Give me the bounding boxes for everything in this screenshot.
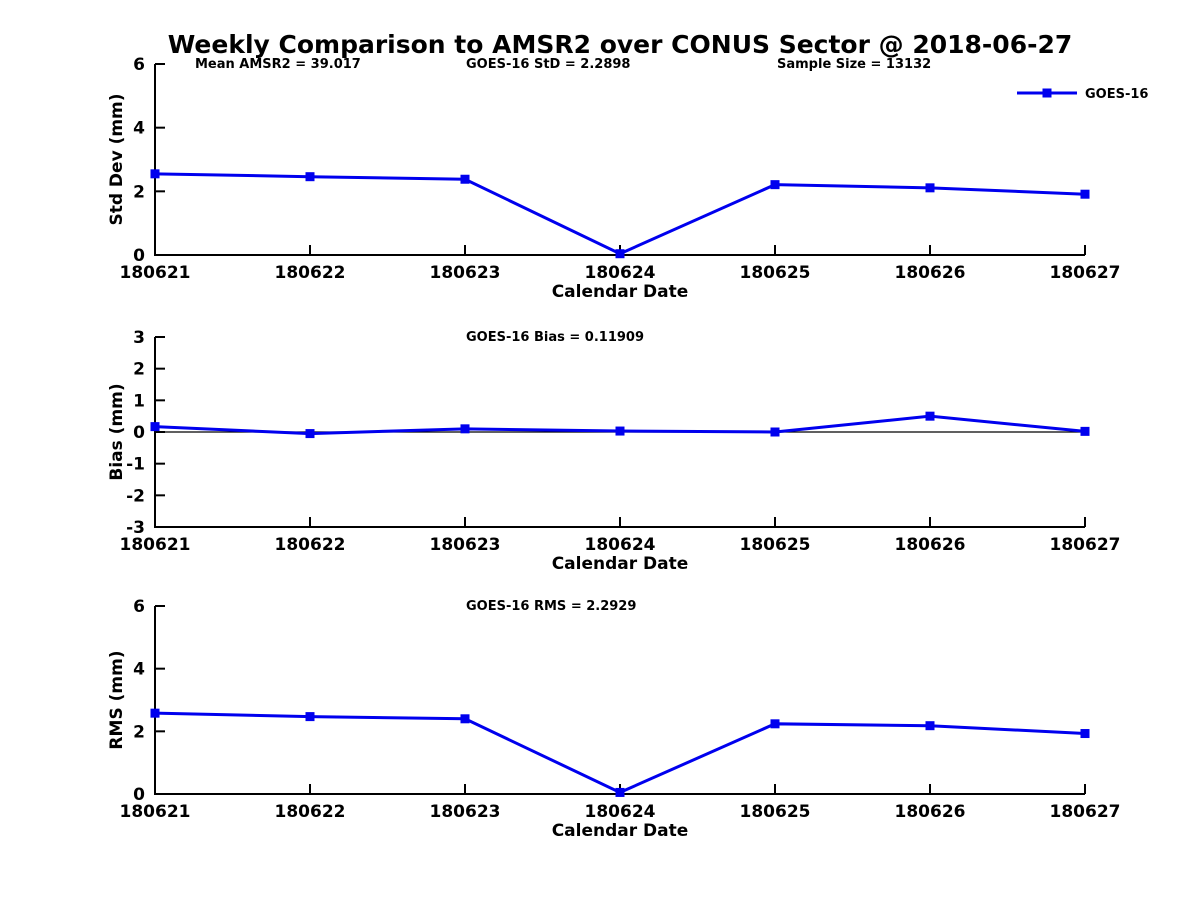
- y-tick-label: 4: [133, 119, 145, 139]
- axis-frame: [154, 64, 1085, 256]
- y-axis-title: Std Dev (mm): [107, 93, 127, 225]
- y-tick-label: 0: [133, 785, 145, 805]
- data-point-marker: [460, 714, 470, 724]
- x-tick-label: 180622: [275, 263, 346, 283]
- legend-label: GOES-16: [1085, 87, 1148, 102]
- x-axis-title: Calendar Date: [552, 821, 689, 841]
- y-tick-label: 1: [133, 391, 145, 411]
- chart-bias: 180621 180622 180623 180624 180625 180626 1806…: [107, 328, 1120, 574]
- x-tick-label: 180627: [1050, 802, 1121, 822]
- data-point-marker: [150, 422, 160, 432]
- x-tick-label: 180622: [275, 802, 346, 822]
- data-point-marker: [925, 411, 935, 421]
- data-point-marker: [1080, 729, 1090, 739]
- x-tick-label: 180627: [1050, 535, 1121, 555]
- y-axis-title: Bias (mm): [107, 383, 127, 480]
- axis-frame: [154, 606, 1085, 795]
- legend-marker: [1042, 88, 1052, 98]
- data-point-marker: [460, 174, 470, 184]
- annotation: Mean AMSR2 = 39.017: [195, 57, 361, 72]
- legend: GOES-16: [1017, 87, 1148, 102]
- data-point-marker: [925, 183, 935, 193]
- x-tick-label: 180624: [585, 802, 656, 822]
- data-point-marker: [615, 426, 625, 436]
- x-tick-label: 180625: [740, 535, 811, 555]
- y-tick-label: 6: [133, 55, 145, 75]
- data-point-marker: [925, 721, 935, 731]
- y-tick-label: -1: [126, 455, 145, 475]
- x-tick-label: 180626: [895, 535, 966, 555]
- y-tick-label: 0: [133, 246, 145, 266]
- data-point-marker: [150, 169, 160, 179]
- chart-std-dev: 180621 180622 180623 180624 180625 180626 1806…: [107, 55, 1148, 302]
- x-tick-label: 180625: [740, 802, 811, 822]
- chart-rms: 180621 180622 180623 180624 180625 180626 1806…: [107, 597, 1120, 841]
- x-tick-label: 180623: [430, 535, 501, 555]
- y-tick-label: 2: [133, 182, 145, 202]
- x-tick-label: 180622: [275, 535, 346, 555]
- annotation: GOES-16 StD = 2.2898: [466, 57, 630, 72]
- x-tick-label: 180627: [1050, 263, 1121, 283]
- x-tick-label: 180621: [120, 535, 191, 555]
- x-tick-label: 180623: [430, 263, 501, 283]
- x-tick-label: 180621: [120, 263, 191, 283]
- data-point-marker: [770, 180, 780, 190]
- x-tick-label: 180623: [430, 802, 501, 822]
- x-tick-label: 180625: [740, 263, 811, 283]
- series-line: [154, 711, 1086, 795]
- x-tick-label: 180624: [585, 535, 656, 555]
- data-point-marker: [615, 787, 625, 797]
- data-point-marker: [1080, 426, 1090, 436]
- x-axis-title: Calendar Date: [552, 282, 689, 302]
- x-tick-label: 180626: [895, 802, 966, 822]
- annotation: Sample Size = 13132: [777, 57, 931, 72]
- y-tick-label: 4: [133, 660, 145, 680]
- y-tick-label: 6: [133, 597, 145, 617]
- annotation: GOES-16 Bias = 0.11909: [466, 330, 644, 345]
- x-tick-label: 180624: [585, 263, 656, 283]
- y-tick-label: -2: [126, 486, 145, 506]
- y-tick-label: 3: [133, 328, 145, 348]
- data-point-marker: [770, 427, 780, 437]
- y-tick-label: 2: [133, 722, 145, 742]
- data-point-marker: [615, 249, 625, 259]
- data-point-marker: [460, 424, 470, 434]
- data-point-marker: [305, 172, 315, 182]
- data-point-marker: [150, 708, 160, 718]
- y-tick-label: -3: [126, 518, 145, 538]
- data-point-marker: [305, 712, 315, 722]
- figure-title: Weekly Comparison to AMSR2 over CONUS Se…: [167, 30, 1073, 59]
- x-tick-label: 180626: [895, 263, 966, 283]
- y-axis-title: RMS (mm): [107, 650, 127, 749]
- data-point-marker: [1080, 189, 1090, 199]
- annotation: GOES-16 RMS = 2.2929: [466, 599, 636, 614]
- data-point-marker: [770, 719, 780, 729]
- series-line: [154, 172, 1086, 256]
- y-tick-label: 0: [133, 423, 145, 443]
- data-point-marker: [305, 429, 315, 439]
- x-tick-label: 180621: [120, 802, 191, 822]
- y-tick-label: 2: [133, 360, 145, 380]
- x-axis-title: Calendar Date: [552, 554, 689, 574]
